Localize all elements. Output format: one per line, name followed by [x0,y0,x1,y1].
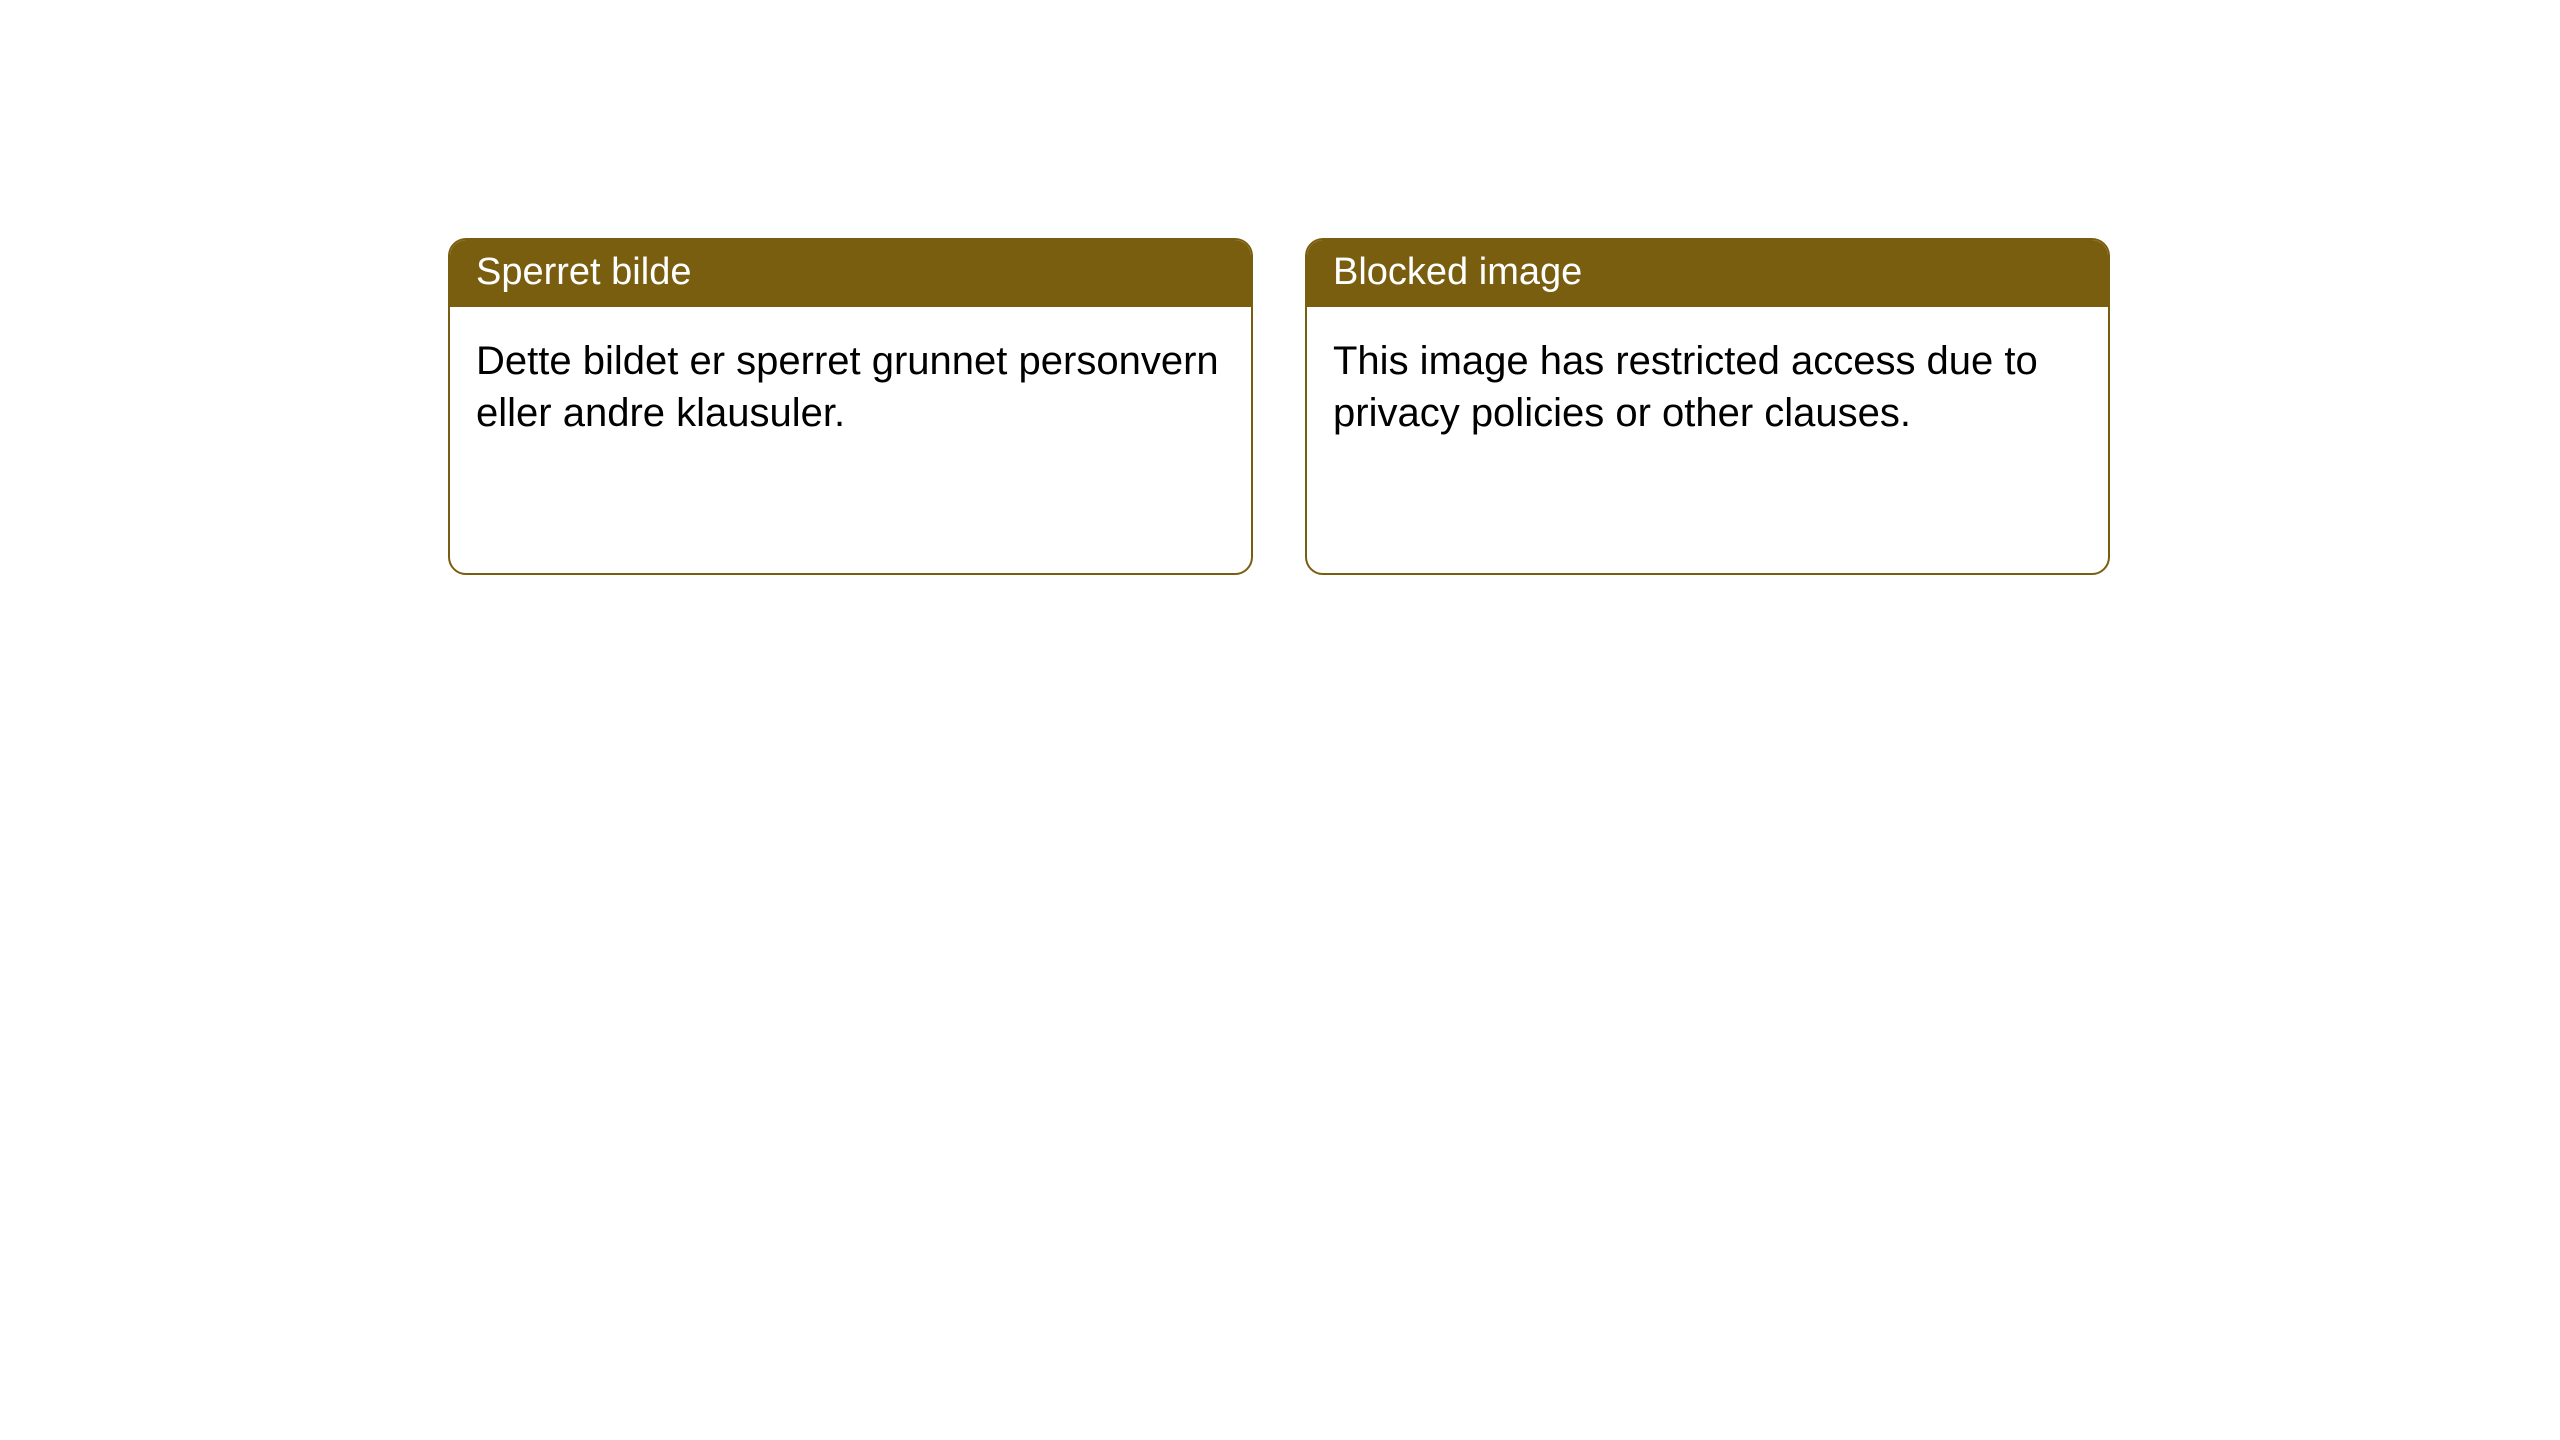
notice-message: This image has restricted access due to … [1333,339,2038,435]
notice-body-norwegian: Dette bildet er sperret grunnet personve… [450,307,1251,467]
notice-container: Sperret bilde Dette bildet er sperret gr… [0,0,2560,575]
notice-card-norwegian: Sperret bilde Dette bildet er sperret gr… [448,238,1253,575]
notice-title: Sperret bilde [476,251,691,293]
notice-title: Blocked image [1333,251,1582,293]
notice-header-english: Blocked image [1307,240,2108,307]
notice-card-english: Blocked image This image has restricted … [1305,238,2110,575]
notice-header-norwegian: Sperret bilde [450,240,1251,307]
notice-body-english: This image has restricted access due to … [1307,307,2108,467]
notice-message: Dette bildet er sperret grunnet personve… [476,339,1219,435]
